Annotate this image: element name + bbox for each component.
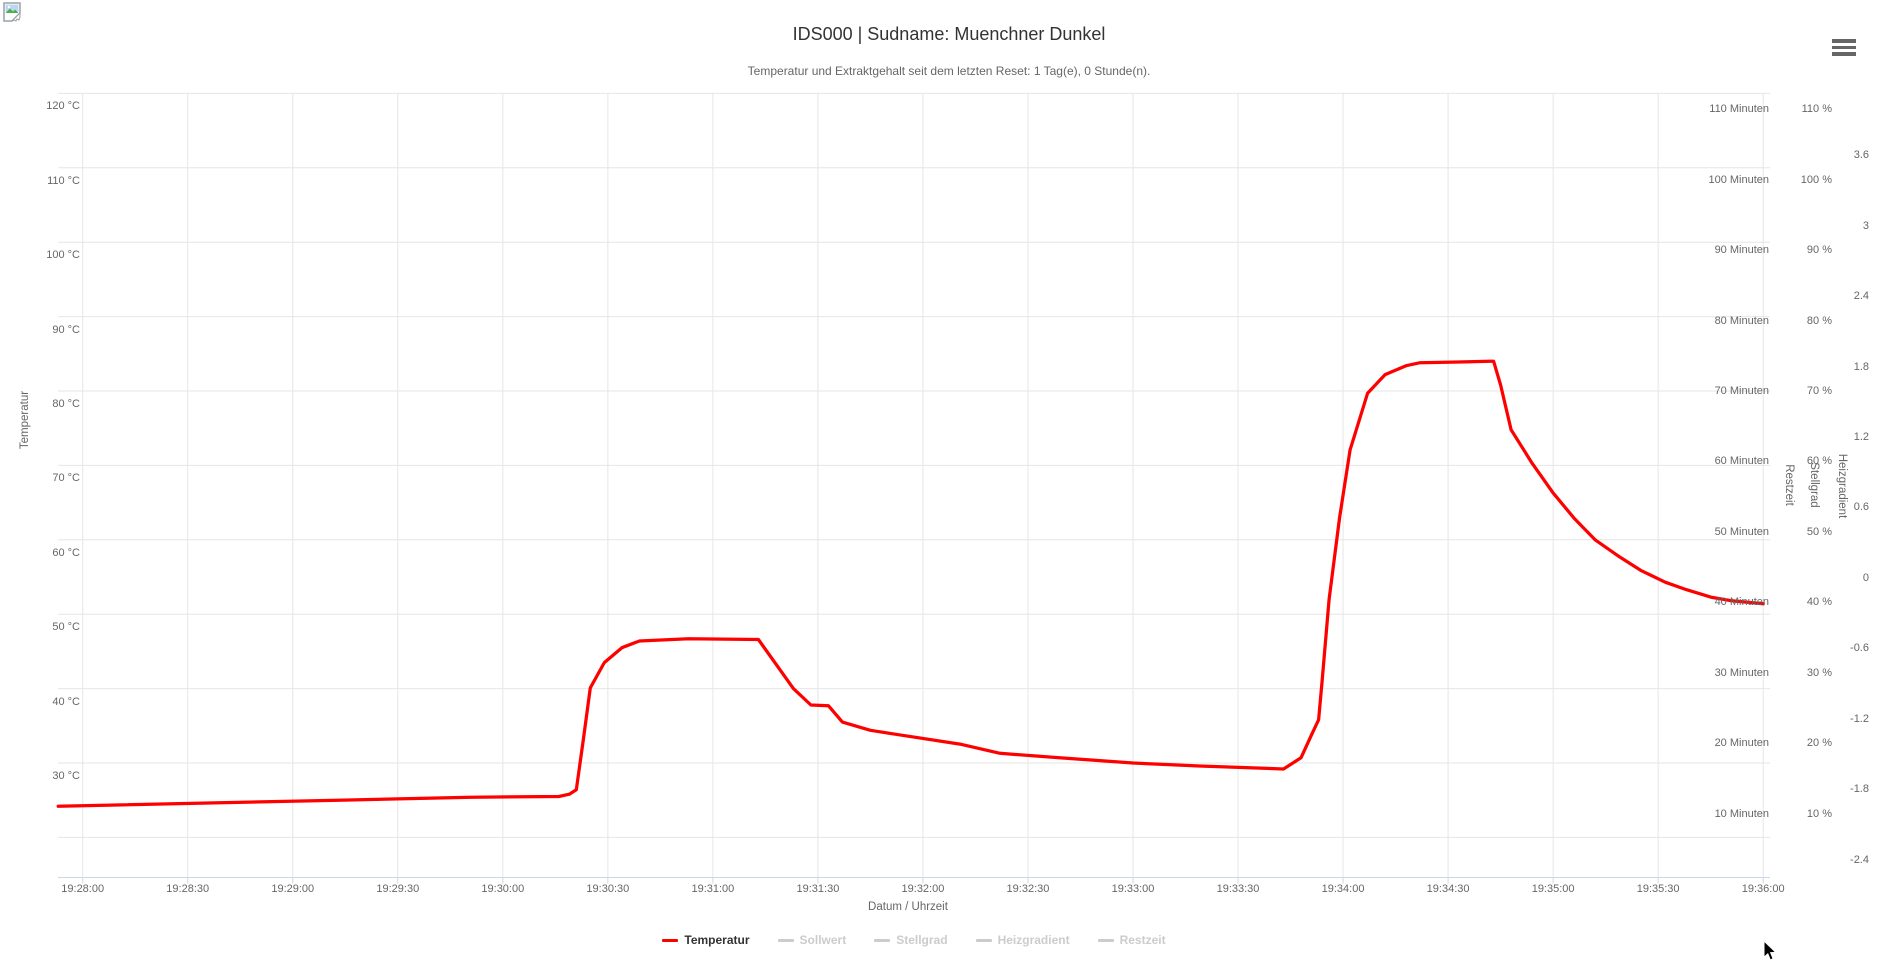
- x-axis-label: 19:32:30: [1006, 883, 1050, 895]
- restzeit-axis-label: 50 Minuten: [1714, 525, 1769, 538]
- legend-label: Sollwert: [799, 933, 847, 947]
- series-line-temperatur[interactable]: [56, 359, 1765, 808]
- restzeit-axis-label: 90 Minuten: [1714, 244, 1769, 257]
- mouse-cursor-icon: [1763, 939, 1779, 963]
- heizgradient-axis-label: -1.2: [1850, 712, 1869, 725]
- x-axis-label: 19:34:00: [1321, 883, 1365, 895]
- x-axis-label: 19:29:00: [271, 883, 315, 895]
- x-axis-label: 19:30:00: [481, 883, 525, 895]
- x-axis-label: 19:28:30: [166, 883, 210, 895]
- x-axis-label: 19:31:00: [691, 883, 735, 895]
- temp-axis-label: 60 °C: [52, 546, 80, 559]
- heizgradient-axis-label: 1.2: [1853, 431, 1869, 444]
- stellgrad-axis-label: 110 %: [1801, 103, 1832, 116]
- heizgradient-axis-label: 1.8: [1853, 360, 1869, 373]
- x-axis-label: 19:35:30: [1636, 883, 1680, 895]
- heizgradient-axis-label: 2.4: [1853, 290, 1869, 303]
- temp-axis-label: 70 °C: [52, 472, 80, 485]
- heizgradient-axis-label: 0.6: [1853, 501, 1869, 514]
- temp-axis-label: 120 °C: [46, 100, 80, 113]
- stellgrad-axis-label: 50 %: [1806, 525, 1832, 538]
- stellgrad-axis-label: 30 %: [1806, 666, 1832, 679]
- restzeit-axis-label: 70 Minuten: [1714, 385, 1769, 398]
- legend-item-temperatur[interactable]: Temperatur: [662, 933, 750, 947]
- heizgradient-axis-label: -1.8: [1850, 783, 1869, 796]
- x-axis-label: 19:28:00: [61, 883, 105, 895]
- x-axis-label: 19:34:30: [1426, 883, 1470, 895]
- x-axis-label: 19:32:00: [901, 883, 945, 895]
- legend-item-sollwert[interactable]: Sollwert: [777, 933, 847, 947]
- x-axis-title: Datum / Uhrzeit: [868, 901, 948, 913]
- temp-axis-label: 50 °C: [52, 621, 80, 634]
- stellgrad-axis-label: 40 %: [1806, 596, 1832, 609]
- broken-image-icon: [3, 2, 25, 24]
- restzeit-axis-label: 80 Minuten: [1714, 314, 1769, 327]
- temp-axis-label: 100 °C: [46, 249, 80, 262]
- temp-axis-label: 40 °C: [52, 695, 80, 708]
- legend-label: Temperatur: [684, 933, 750, 947]
- chart-title: IDS000 | Sudname: Muenchner Dunkel: [792, 24, 1106, 44]
- legend-swatch: [975, 938, 992, 942]
- heizgradient-axis-label: 0: [1862, 571, 1869, 584]
- y-axis-title-stellgrad: Stellgrad: [1808, 462, 1820, 508]
- heizgradient-axis-label: -2.4: [1850, 853, 1869, 866]
- legend: Temperatur Sollwert Stellgrad Heizgradie…: [58, 933, 1770, 947]
- x-axis-label: 19:36:00: [1741, 883, 1785, 895]
- temp-axis-label: 90 °C: [52, 323, 80, 336]
- heizgradient-axis-label: -0.6: [1850, 642, 1869, 655]
- restzeit-axis-label: 40 Minuten: [1714, 596, 1769, 609]
- heizgradient-axis-label: 3.6: [1853, 149, 1869, 162]
- x-axis-label: 19:35:00: [1531, 883, 1575, 895]
- restzeit-axis-label: 110 Minuten: [1709, 103, 1769, 116]
- legend-item-restzeit[interactable]: Restzeit: [1097, 933, 1166, 947]
- legend-label: Restzeit: [1119, 933, 1166, 947]
- stellgrad-axis-label: 100 %: [1800, 173, 1832, 186]
- stellgrad-axis-label: 70 %: [1806, 385, 1832, 398]
- y-axis-title-heizgradient: Heizgradient: [1836, 453, 1848, 519]
- y-axis-title-restzeit: Restzeit: [1783, 464, 1795, 506]
- stellgrad-axis-label: 60 %: [1806, 455, 1832, 468]
- legend-swatch: [777, 938, 794, 942]
- restzeit-axis-label: 10 Minuten: [1714, 807, 1769, 820]
- hamburger-menu-button[interactable]: [1832, 39, 1856, 57]
- legend-label: Stellgrad: [896, 933, 948, 947]
- temp-axis-label: 30 °C: [52, 770, 80, 782]
- legend-label: Heizgradient: [997, 933, 1070, 947]
- legend-swatch: [662, 938, 679, 942]
- y-axis-title-temperatur: Temperatur: [19, 390, 31, 450]
- stellgrad-axis-label: 90 %: [1806, 244, 1832, 257]
- restzeit-axis-label: 100 Minuten: [1708, 173, 1769, 186]
- x-axis-label: 19:29:30: [376, 883, 420, 895]
- legend-item-heizgradient[interactable]: Heizgradient: [975, 933, 1070, 947]
- temp-axis-label: 80 °C: [52, 398, 80, 410]
- hamburger-icon: [1832, 39, 1856, 43]
- restzeit-axis-label: 20 Minuten: [1714, 737, 1769, 750]
- x-axis-label: 19:31:30: [796, 883, 840, 895]
- stellgrad-axis-label: 20 %: [1806, 737, 1832, 750]
- temp-axis-label: 110 °C: [47, 174, 80, 187]
- x-axis-label: 19:30:30: [586, 883, 630, 895]
- legend-swatch: [874, 938, 891, 942]
- legend-item-stellgrad[interactable]: Stellgrad: [874, 933, 948, 947]
- heizgradient-axis-label: 3: [1862, 219, 1869, 232]
- stellgrad-axis-label: 80 %: [1806, 314, 1832, 327]
- x-axis-label: 19:33:30: [1216, 883, 1260, 895]
- x-axis-label: 19:33:00: [1111, 883, 1155, 895]
- restzeit-axis-label: 30 Minuten: [1714, 666, 1769, 679]
- restzeit-axis-label: 60 Minuten: [1714, 455, 1769, 468]
- chart-subtitle: Temperatur und Extraktgehalt seit dem le…: [747, 64, 1151, 78]
- stellgrad-axis-label: 10 %: [1806, 807, 1832, 820]
- legend-swatch: [1097, 938, 1114, 942]
